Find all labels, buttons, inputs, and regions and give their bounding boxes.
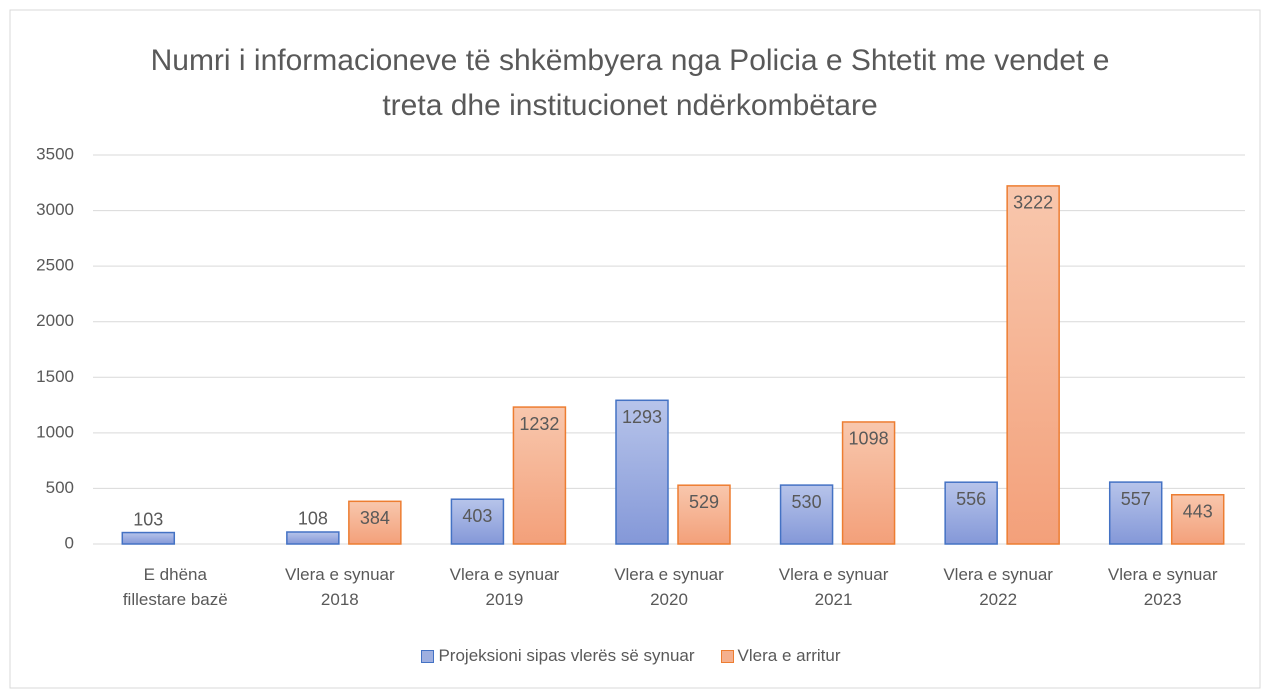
bar xyxy=(286,531,340,545)
data-label: 443 xyxy=(1183,502,1213,522)
legend-swatch xyxy=(720,649,734,663)
x-tick-label: Vlera e synuar 2018 xyxy=(285,565,395,609)
x-tick-label: Vlera e synuar 2021 xyxy=(778,565,889,609)
legend-item: Vlera e arritur xyxy=(720,646,841,666)
data-label: 1232 xyxy=(519,414,559,434)
bar xyxy=(450,498,505,545)
bar xyxy=(677,484,731,545)
data-label: 1293 xyxy=(622,407,662,427)
x-tick-label: Vlera e synuar 2023 xyxy=(1107,565,1218,609)
legend-item: Projeksioni sipas vlerës së synuar xyxy=(421,646,695,666)
bar xyxy=(779,484,834,545)
y-tick-label: 1000 xyxy=(36,422,74,441)
data-label: 557 xyxy=(1121,489,1151,509)
data-label: 529 xyxy=(689,492,719,512)
bar xyxy=(1108,481,1163,545)
chart-title: Numri i informacioneve të shkëmbyera nga… xyxy=(150,44,1110,122)
data-label: 108 xyxy=(298,509,328,529)
data-label: 556 xyxy=(956,489,986,509)
y-tick-label: 2500 xyxy=(36,256,74,275)
data-label: 3222 xyxy=(1013,193,1053,213)
bar xyxy=(944,481,998,545)
y-tick-label: 1500 xyxy=(36,367,74,386)
x-tick-label: E dhëna fillestare bazë xyxy=(122,565,228,609)
x-tick-label: Vlera e synuar 2020 xyxy=(614,565,724,609)
data-label: 530 xyxy=(792,492,822,512)
bar xyxy=(348,500,402,545)
bar xyxy=(121,531,176,545)
legend-label: Vlera e arritur xyxy=(737,646,841,665)
bar xyxy=(841,421,896,545)
data-label: 384 xyxy=(360,508,390,528)
data-label: 403 xyxy=(462,506,492,526)
legend-label: Projeksioni sipas vlerës së synuar xyxy=(438,646,695,665)
x-tick-label: Vlera e synuar 2022 xyxy=(943,565,1053,609)
data-label: 103 xyxy=(133,509,163,529)
legend-swatch xyxy=(421,649,435,663)
legend: Projeksioni sipas vlerës së synuar Vlera … xyxy=(0,646,1262,666)
y-tick-label: 2000 xyxy=(36,311,74,330)
y-tick-label: 3000 xyxy=(36,200,74,219)
y-tick-label: 3500 xyxy=(36,144,74,163)
y-tick-label: 500 xyxy=(46,478,74,497)
x-tick-label: Vlera e synuar 2019 xyxy=(449,565,560,609)
bar xyxy=(1170,494,1225,545)
data-label: 1098 xyxy=(849,429,889,449)
bar xyxy=(1006,185,1060,545)
bar xyxy=(512,406,567,545)
y-tick-label: 0 xyxy=(65,533,74,552)
bar xyxy=(615,399,669,545)
